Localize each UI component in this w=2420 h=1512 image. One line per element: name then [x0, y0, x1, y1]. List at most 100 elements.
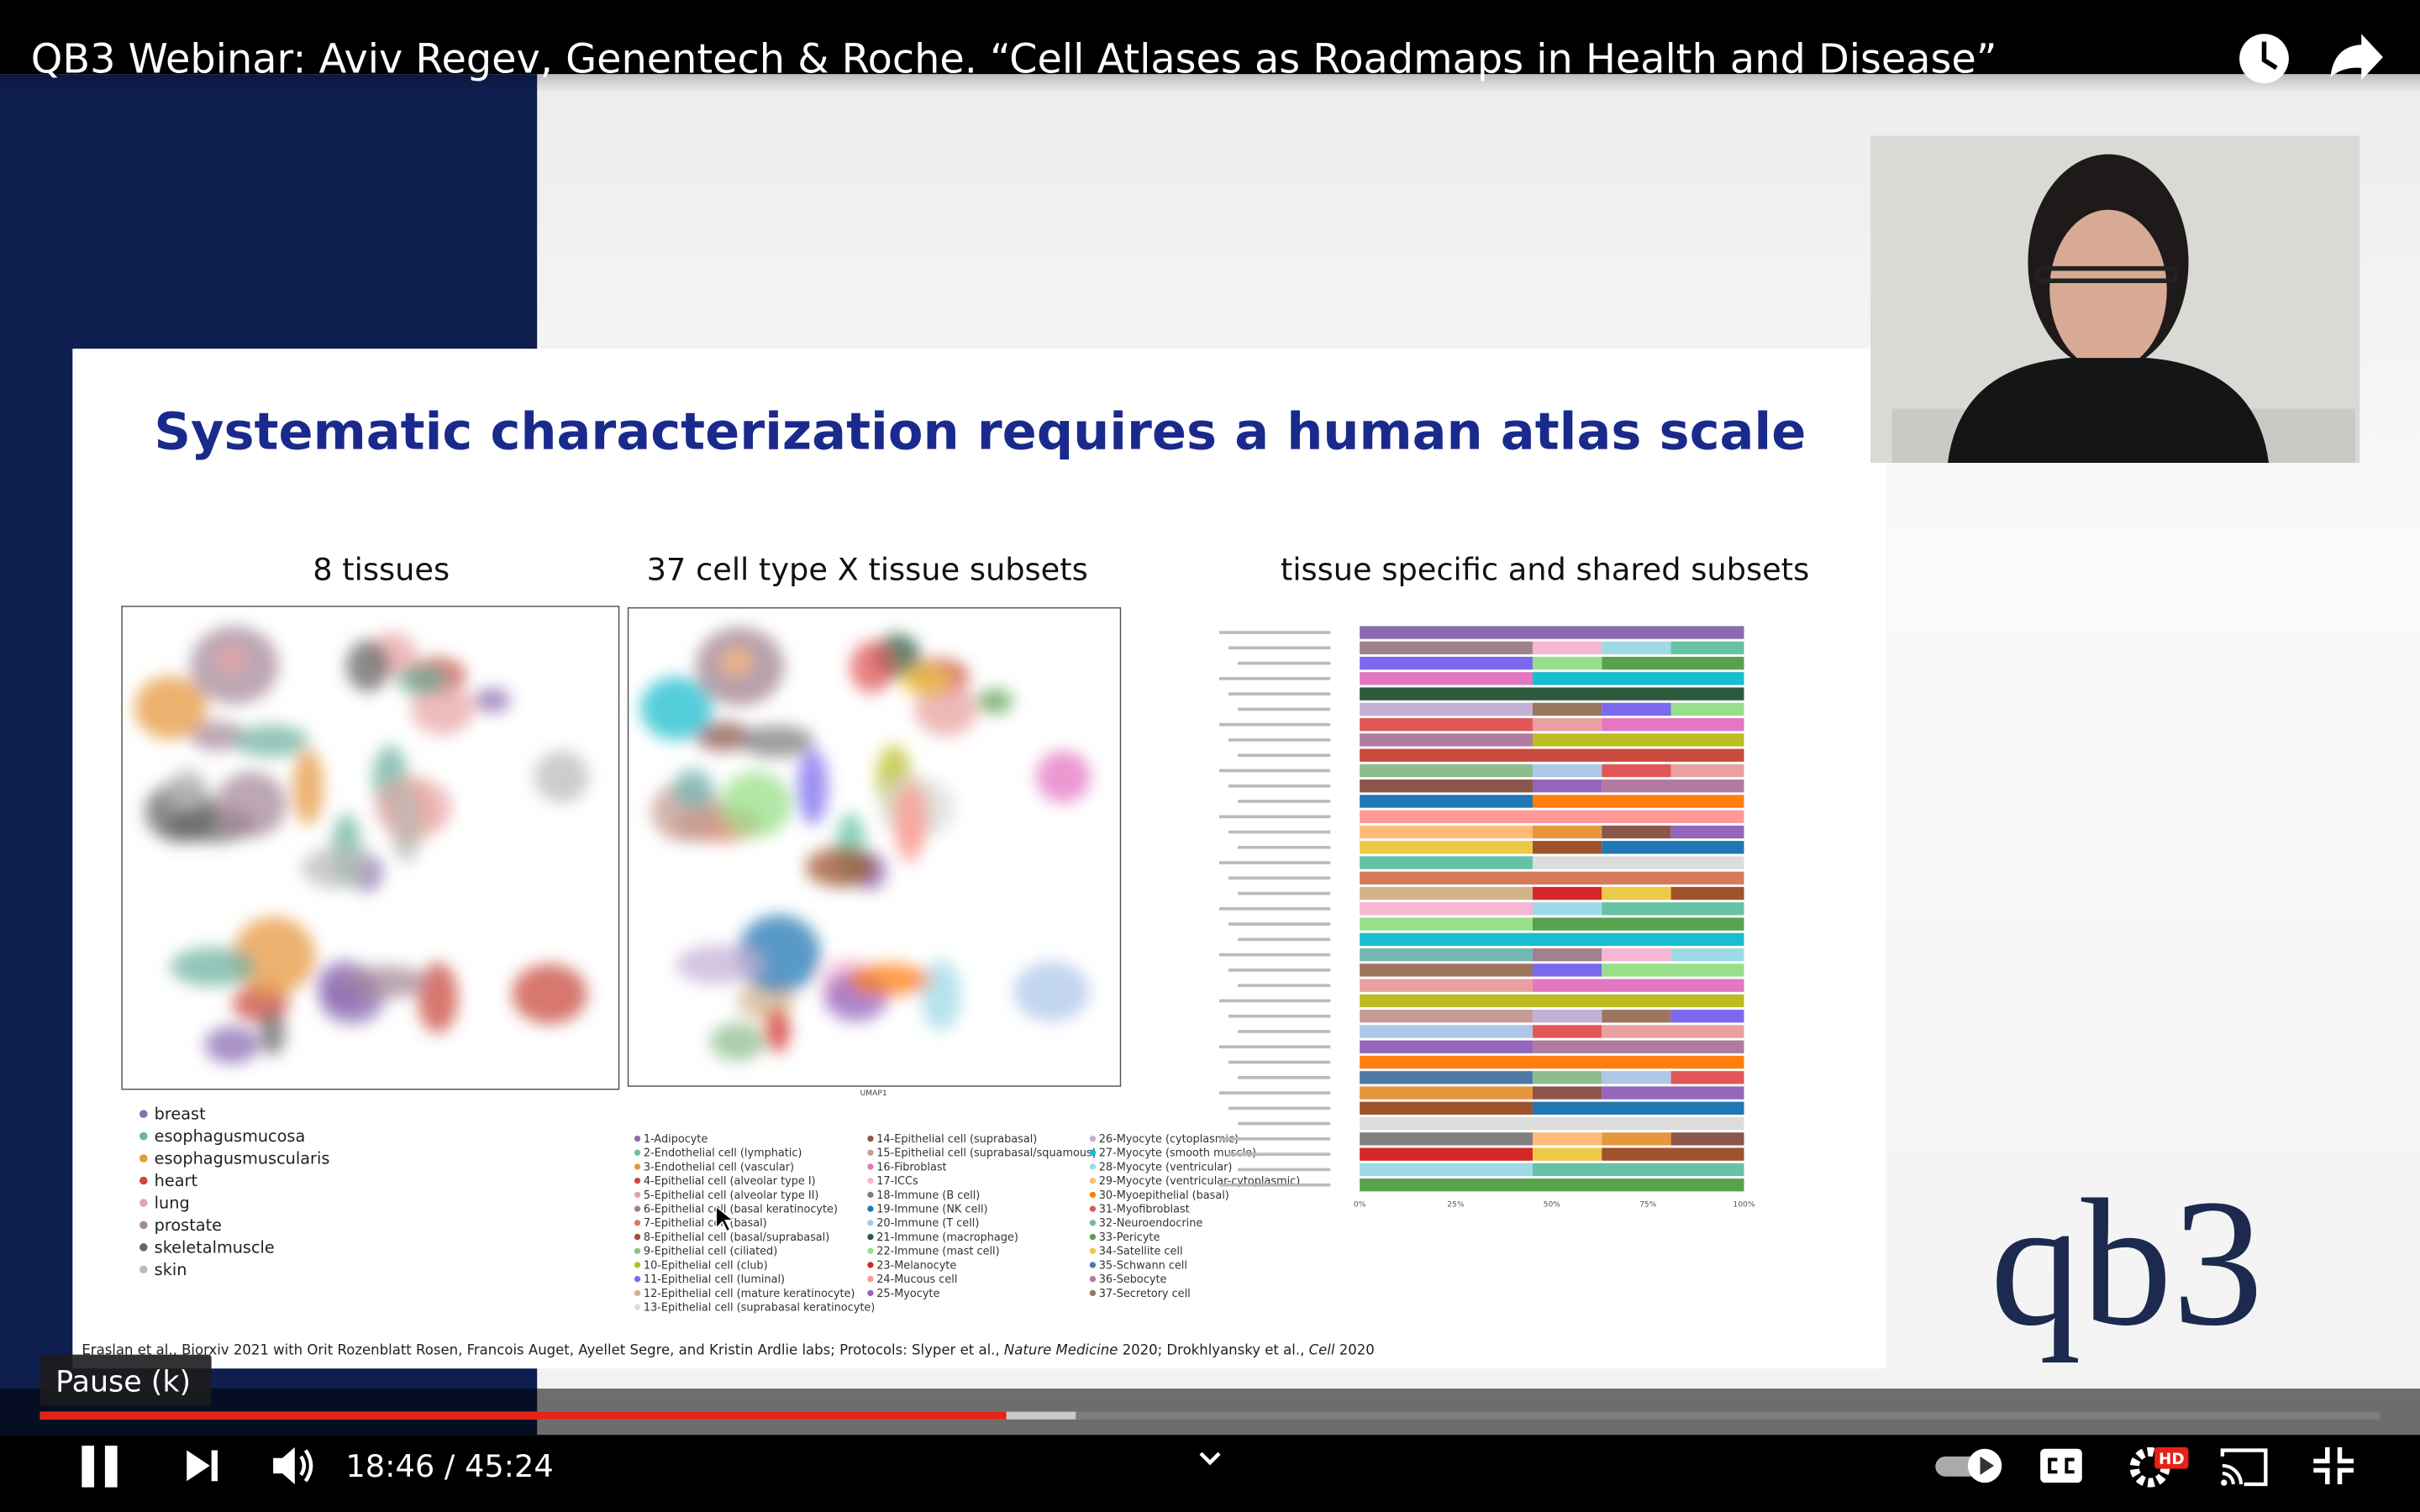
- controls-bg: [0, 1389, 2420, 1512]
- row-label-placeholder: [1219, 1091, 1331, 1095]
- share-button[interactable]: [2330, 34, 2383, 81]
- bar-segment: [1532, 780, 1602, 793]
- bar-segment: [1602, 948, 1671, 962]
- bar-segment: [1360, 886, 1533, 900]
- panel-heading: 37 cell type X tissue subsets: [647, 552, 1088, 588]
- bar-segment: [1602, 1147, 1744, 1161]
- slide-title: Systematic characterization requires a h…: [154, 402, 1806, 461]
- row-label-placeholder: [1228, 1106, 1331, 1110]
- legend-label: 5-Epithelial cell (alveolar type II): [644, 1189, 819, 1202]
- umap-points: [134, 626, 589, 1064]
- next-button[interactable]: [187, 1450, 218, 1482]
- bar-segment: [1532, 733, 1744, 747]
- point-cluster: [396, 664, 449, 696]
- pause-bar: [82, 1446, 95, 1488]
- progress-track[interactable]: [39, 1411, 2381, 1420]
- bar-segment: [1532, 841, 1602, 854]
- bar-segment: [1360, 672, 1533, 685]
- bar-segment: [1360, 932, 1744, 947]
- legend-label: 35-Schwann cell: [1099, 1259, 1187, 1272]
- point-cluster: [849, 963, 931, 996]
- bar-segment: [1602, 1025, 1744, 1038]
- row-label-placeholder: [1228, 692, 1331, 696]
- bar-segment: [1360, 702, 1533, 717]
- point-cluster: [512, 963, 587, 1025]
- bar-segment: [1360, 963, 1533, 977]
- toggle-play: [1980, 1456, 1995, 1475]
- bar-segment: [1602, 656, 1744, 670]
- row-label-placeholder: [1228, 876, 1331, 880]
- row-label-placeholder: [1228, 922, 1331, 926]
- bar-segment: [1602, 902, 1744, 916]
- bar-segment: [1532, 641, 1602, 654]
- legend-label: 33-Pericyte: [1099, 1231, 1160, 1244]
- row-label-placeholder: [1228, 1152, 1331, 1156]
- legend-label: 9-Epithelial cell (ciliated): [644, 1246, 777, 1258]
- row-label-placeholder: [1219, 1045, 1331, 1049]
- legend-dot: [139, 1154, 148, 1163]
- glasses: [2034, 265, 2179, 284]
- row-label-placeholder: [1219, 631, 1331, 634]
- legend-label: 19-Immune (NK cell): [876, 1203, 987, 1215]
- bar-segment: [1670, 1071, 1744, 1084]
- bar-segment: [1532, 1101, 1744, 1115]
- chapters-chevron[interactable]: [1199, 1452, 1221, 1466]
- row-label-placeholder: [1228, 1060, 1331, 1064]
- captions-button[interactable]: [2040, 1448, 2082, 1483]
- legend-label: 37-Secretory cell: [1099, 1288, 1191, 1300]
- row-label-placeholder: [1238, 1168, 1331, 1172]
- bar-segment: [1602, 1071, 1671, 1084]
- point-cluster: [204, 1026, 260, 1064]
- bar-segment: [1360, 1055, 1744, 1069]
- volume-button[interactable]: [273, 1446, 313, 1484]
- bar-segment: [1360, 1040, 1533, 1053]
- legend-label: 12-Epithelial cell (mature keratinocyte): [644, 1288, 855, 1300]
- bar-segment: [1360, 748, 1744, 762]
- point-cluster: [232, 916, 316, 995]
- legend-dot: [1089, 1177, 1097, 1184]
- point-cluster: [709, 1022, 765, 1061]
- bar-segment: [1360, 856, 1533, 869]
- bar-segment: [1360, 979, 1533, 992]
- settings-button[interactable]: HD: [2129, 1446, 2189, 1488]
- legend-dot: [1089, 1220, 1097, 1226]
- time-display: 18:46 / 45:24: [345, 1448, 553, 1484]
- autoplay-toggle[interactable]: [1935, 1448, 2002, 1483]
- point-cluster: [721, 648, 752, 675]
- qb3-logo: qb3: [1990, 1162, 2263, 1363]
- exit-fullscreen-button[interactable]: [2313, 1446, 2354, 1484]
- top-fade: [0, 0, 2420, 93]
- bar-axis-tick: 50%: [1544, 1200, 1561, 1209]
- bar-axis-tick: 25%: [1447, 1200, 1465, 1209]
- legend-label: 27-Myocyte (smooth muscle): [1099, 1147, 1256, 1160]
- pause-button[interactable]: [82, 1446, 118, 1488]
- bar-segment: [1602, 1132, 1671, 1146]
- legend-dot: [634, 1191, 641, 1199]
- cast-button[interactable]: [2220, 1448, 2268, 1487]
- bar-segment: [1360, 917, 1533, 931]
- point-cluster: [720, 771, 792, 837]
- bar-axis-tick: 0%: [1354, 1200, 1366, 1209]
- point-cluster: [215, 771, 287, 837]
- row-label-placeholder: [1219, 815, 1331, 819]
- tooltip-bg: [39, 1354, 212, 1406]
- legend-dot: [867, 1163, 874, 1170]
- citation-part: 2020; Drokhlyansky et al.,: [1118, 1342, 1308, 1358]
- legend-dot: [634, 1135, 641, 1142]
- cast-dot: [2221, 1479, 2228, 1486]
- bar-segment: [1360, 687, 1744, 701]
- bar-segment: [1602, 886, 1671, 900]
- legend-dot: [1089, 1149, 1097, 1156]
- bar-segment: [1532, 902, 1602, 916]
- bar-segment: [1360, 810, 1744, 823]
- clock-hands: [2261, 41, 2278, 71]
- point-cluster: [167, 769, 208, 811]
- watch-later-button[interactable]: [2239, 34, 2289, 84]
- citation-part: Eraslan et al., Biorxiv 2021 with Orit R…: [82, 1342, 1004, 1358]
- point-cluster: [737, 914, 821, 994]
- legend-dot: [1089, 1163, 1097, 1170]
- hd-badge: HD: [2159, 1451, 2185, 1468]
- row-label-placeholder: [1238, 1121, 1331, 1126]
- mouse-cursor: [715, 1205, 735, 1232]
